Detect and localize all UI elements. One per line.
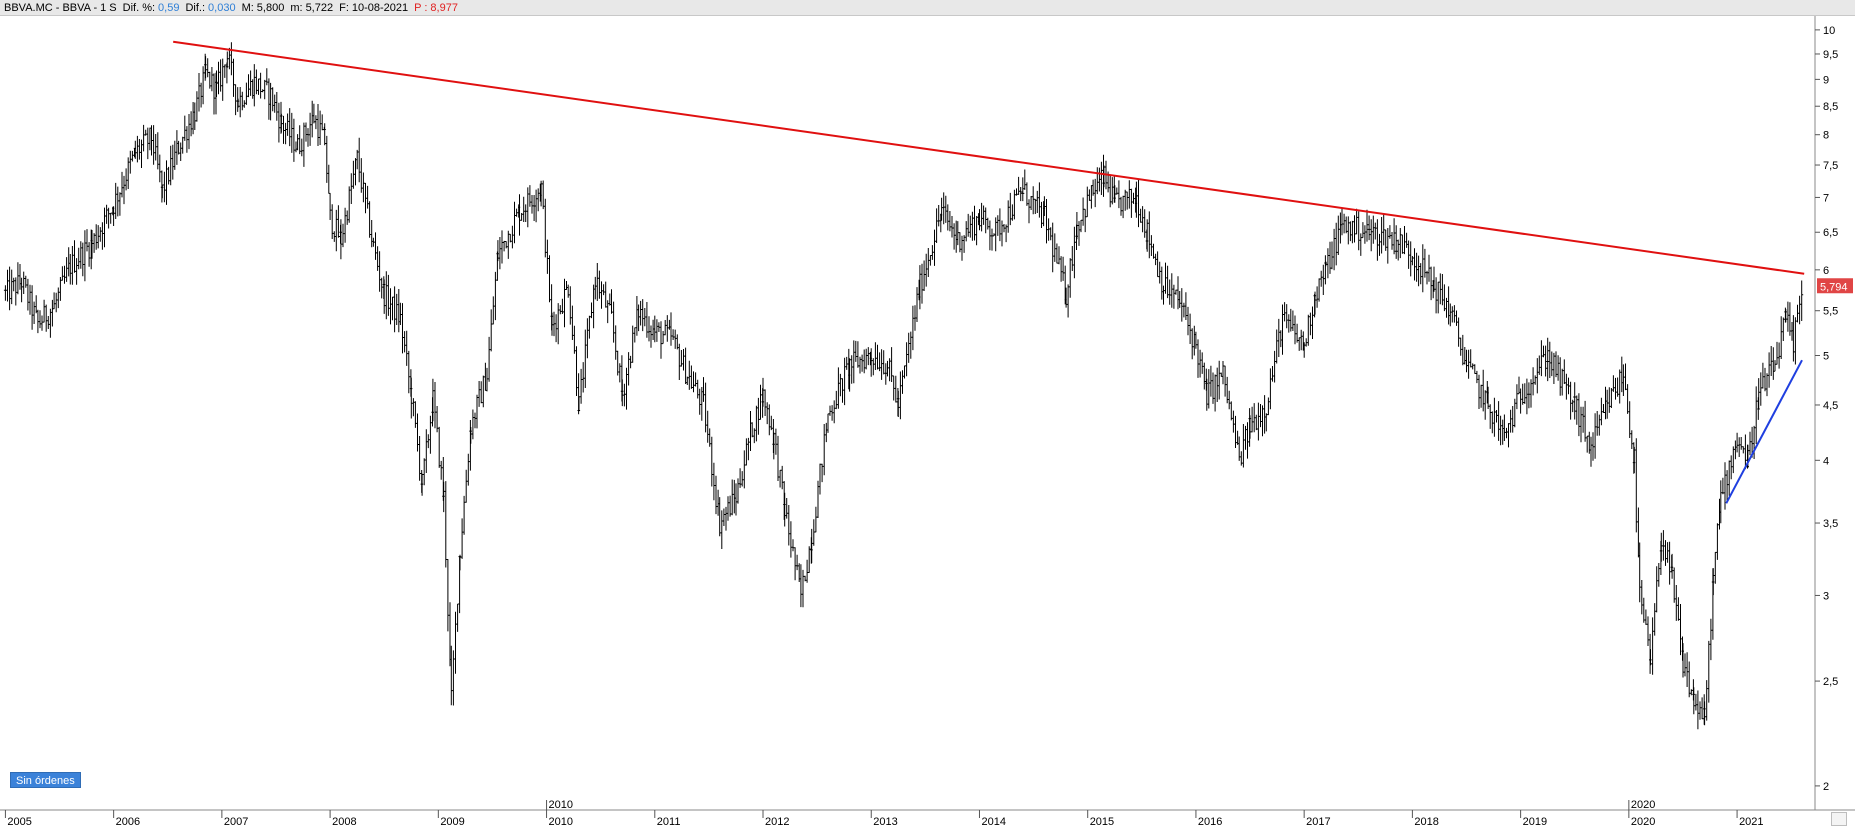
y-tick-label: 6,5	[1823, 227, 1838, 239]
y-tick-label: 7,5	[1823, 160, 1838, 172]
x-tick-label: 2008	[332, 816, 356, 828]
y-tick-label: 10	[1823, 25, 1835, 37]
date-value: 10-08-2021	[351, 1, 409, 14]
date-label: F:	[339, 1, 349, 14]
y-tick-label: 8,5	[1823, 101, 1838, 113]
x-tick-label: 2013	[873, 816, 897, 828]
y-tick-label: 4,5	[1823, 400, 1838, 412]
y-tick-label: 9	[1823, 74, 1829, 86]
x-tick-label: 2019	[1523, 816, 1547, 828]
y-tick-label: 3,5	[1823, 518, 1838, 530]
price-value: 8,977	[430, 1, 458, 14]
dif-pct-value: 0,59	[158, 1, 180, 14]
resize-corner-icon[interactable]	[1831, 812, 1847, 826]
x-tick-label: 2010	[549, 816, 573, 828]
y-tick-label: 8	[1823, 130, 1829, 142]
x-tick-label: 2015	[1090, 816, 1114, 828]
x-secondary-label: 2020	[1631, 799, 1655, 811]
y-axis-panel	[1815, 16, 1855, 810]
x-tick-label: 2020	[1631, 816, 1655, 828]
price-label: P :	[414, 1, 428, 14]
min-label: m:	[290, 1, 303, 14]
x-tick-label: 2011	[657, 816, 681, 828]
x-tick-label: 2006	[116, 816, 140, 828]
y-tick-label: 3	[1823, 590, 1829, 602]
y-tick-label: 9,5	[1823, 49, 1838, 61]
last-price-label: 5,794	[1820, 281, 1848, 293]
timeframe-label: 1 S	[100, 1, 117, 14]
x-tick-label: 2018	[1414, 816, 1438, 828]
resistance-trendline	[173, 40, 1805, 275]
y-tick-label: 5	[1823, 350, 1829, 362]
x-tick-label: 2007	[224, 816, 248, 828]
max-value: 5,800	[256, 1, 285, 14]
x-tick-label: 2014	[981, 816, 1005, 828]
y-tick-label: 6	[1823, 265, 1829, 277]
y-tick-label: 4	[1823, 455, 1829, 467]
last-price-tag	[1817, 278, 1853, 294]
x-tick-label: 2016	[1198, 816, 1222, 828]
x-tick-label: 2005	[7, 816, 31, 828]
x-tick-label: 2017	[1306, 816, 1330, 828]
dif-label: Dif.:	[185, 1, 206, 14]
orders-status-badge[interactable]: Sin órdenes	[10, 772, 81, 788]
dif-pct-label: Dif. %:	[122, 1, 156, 14]
y-tick-label: 7	[1823, 192, 1829, 204]
price-bars	[3, 42, 1804, 730]
x-tick-label: 2012	[765, 816, 789, 828]
header-info-bar: BBVA.MC - BBVA - 1 S Dif. %: 0,59 Dif.: …	[0, 0, 1855, 16]
symbol-label: BBVA.MC - BBVA -	[4, 1, 98, 14]
dif-value: 0,030	[208, 1, 236, 14]
x-tick-label: 2009	[440, 816, 464, 828]
support-trendline	[1725, 359, 1803, 504]
max-label: M:	[241, 1, 254, 14]
min-value: 5,722	[305, 1, 334, 14]
x-secondary-label: 2010	[549, 799, 573, 811]
y-tick-label: 2,5	[1823, 676, 1838, 688]
y-tick-label: 2	[1823, 781, 1829, 793]
x-tick-label: 2021	[1739, 816, 1763, 828]
y-tick-label: 5,5	[1823, 306, 1838, 318]
